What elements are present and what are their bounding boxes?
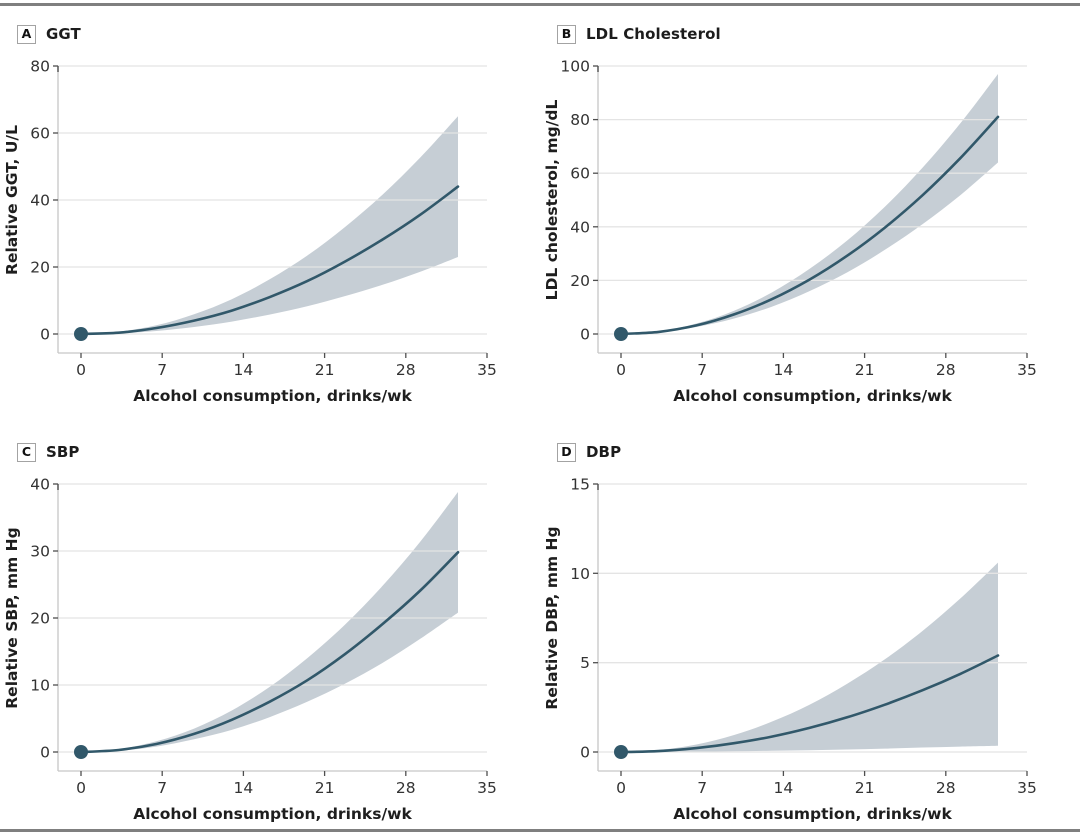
confidence-band — [621, 74, 998, 334]
chart-dbp: 0 5 10 15 0 7 14 21 28 35 Alcohol consumption, dri… — [543, 476, 1037, 824]
x-tick-label: 7 — [697, 361, 707, 379]
y-tick-label: 20 — [570, 272, 590, 290]
panel-header: A GGT — [17, 24, 540, 44]
chart-sbp: 0 10 20 30 40 0 7 14 21 28 35 Alcohol consumption, … — [3, 476, 497, 824]
x-tick-label: 14 — [774, 779, 794, 797]
y-tick-label: 80 — [570, 111, 590, 129]
confidence-band — [621, 562, 998, 752]
y-tick-label: 0 — [580, 744, 590, 762]
x-tick-label: 0 — [616, 361, 626, 379]
x-tick-label: 28 — [396, 361, 416, 379]
y-axis-title: Relative SBP, mm Hg — [3, 527, 21, 709]
panel-ldl: B LDL Cholesterol 0 20 40 60 80 100 0 7 14 21 28 35… — [540, 6, 1080, 424]
panel-grid: A GGT 0 20 40 60 80 0 7 14 21 28 35 Alcohol consump… — [0, 6, 1080, 829]
y-axis-title: LDL cholesterol, mg/dL — [543, 100, 561, 301]
y-tick-label: 30 — [30, 543, 50, 561]
y-tick-label: 15 — [570, 476, 590, 494]
panel-title: SBP — [46, 443, 80, 461]
chart-ldl: 0 20 40 60 80 100 0 7 14 21 28 35 Alcohol consumptio… — [543, 58, 1037, 406]
x-tick-label: 28 — [936, 361, 956, 379]
panel-title: LDL Cholesterol — [586, 25, 721, 43]
x-tick-label: 35 — [1017, 779, 1037, 797]
figure-container: A GGT 0 20 40 60 80 0 7 14 21 28 35 Alcohol consump… — [0, 3, 1080, 832]
panel-title: GGT — [46, 25, 81, 43]
y-tick-label: 40 — [570, 218, 590, 236]
panel-ggt: A GGT 0 20 40 60 80 0 7 14 21 28 35 Alcohol consump… — [0, 6, 540, 424]
reference-dot — [614, 327, 628, 341]
mean-line — [79, 551, 460, 754]
y-tick-label: 0 — [580, 326, 590, 344]
y-tick-label: 10 — [570, 565, 590, 583]
panel-header: B LDL Cholesterol — [557, 24, 1080, 44]
x-tick-label: 0 — [76, 779, 86, 797]
x-tick-label: 35 — [477, 361, 497, 379]
panel-header: C SBP — [17, 442, 540, 462]
x-tick-label: 21 — [315, 361, 335, 379]
panel-header: D DBP — [557, 442, 1080, 462]
x-tick-label: 21 — [855, 361, 875, 379]
y-tick-label: 40 — [30, 476, 50, 494]
mean-line — [79, 185, 460, 336]
y-axis-title: Relative DBP, mm Hg — [543, 526, 561, 709]
panel-letter-badge: A — [17, 24, 36, 44]
y-tick-label: 0 — [40, 326, 50, 344]
x-tick-label: 35 — [1017, 361, 1037, 379]
y-tick-label: 60 — [570, 165, 590, 183]
panel-title: DBP — [586, 443, 622, 461]
y-tick-label: 5 — [580, 654, 590, 672]
x-tick-label: 21 — [315, 779, 335, 797]
x-axis-title: Alcohol consumption, drinks/wk — [673, 805, 952, 823]
panel-dbp: D DBP 0 5 10 15 0 7 14 21 28 35 Alcohol consumptio… — [540, 424, 1080, 829]
y-tick-label: 100 — [560, 58, 590, 76]
reference-dot — [74, 745, 88, 759]
y-tick-label: 80 — [30, 58, 50, 76]
x-tick-label: 7 — [697, 779, 707, 797]
mean-line — [619, 654, 1000, 754]
y-axis-title: Relative GGT, U/L — [3, 125, 21, 275]
y-tick-label: 0 — [40, 744, 50, 762]
x-tick-label: 14 — [234, 361, 254, 379]
y-tick-label: 20 — [30, 259, 50, 277]
panel-letter-badge: B — [557, 24, 576, 44]
x-axis-title: Alcohol consumption, drinks/wk — [133, 805, 412, 823]
panel-sbp: C SBP 0 10 20 30 40 0 7 14 21 28 35 Alcohol consump… — [0, 424, 540, 829]
x-tick-label: 14 — [234, 779, 254, 797]
x-tick-label: 0 — [616, 779, 626, 797]
reference-dot — [614, 745, 628, 759]
y-tick-label: 60 — [30, 125, 50, 143]
panel-letter-badge: D — [557, 442, 576, 462]
y-tick-label: 20 — [30, 610, 50, 628]
confidence-band — [81, 116, 458, 334]
x-tick-label: 28 — [936, 779, 956, 797]
y-tick-label: 40 — [30, 192, 50, 210]
chart-ggt: 0 20 40 60 80 0 7 14 21 28 35 Alcohol consumption, … — [3, 58, 497, 406]
x-tick-label: 0 — [76, 361, 86, 379]
confidence-band — [81, 492, 458, 752]
x-axis-title: Alcohol consumption, drinks/wk — [673, 387, 952, 405]
x-tick-label: 14 — [774, 361, 794, 379]
x-tick-label: 7 — [157, 361, 167, 379]
x-tick-label: 7 — [157, 779, 167, 797]
x-axis-title: Alcohol consumption, drinks/wk — [133, 387, 412, 405]
x-tick-label: 21 — [855, 779, 875, 797]
y-tick-label: 10 — [30, 677, 50, 695]
x-tick-label: 28 — [396, 779, 416, 797]
panel-letter-badge: C — [17, 442, 36, 462]
reference-dot — [74, 327, 88, 341]
x-tick-label: 35 — [477, 779, 497, 797]
mean-line — [619, 115, 1000, 336]
